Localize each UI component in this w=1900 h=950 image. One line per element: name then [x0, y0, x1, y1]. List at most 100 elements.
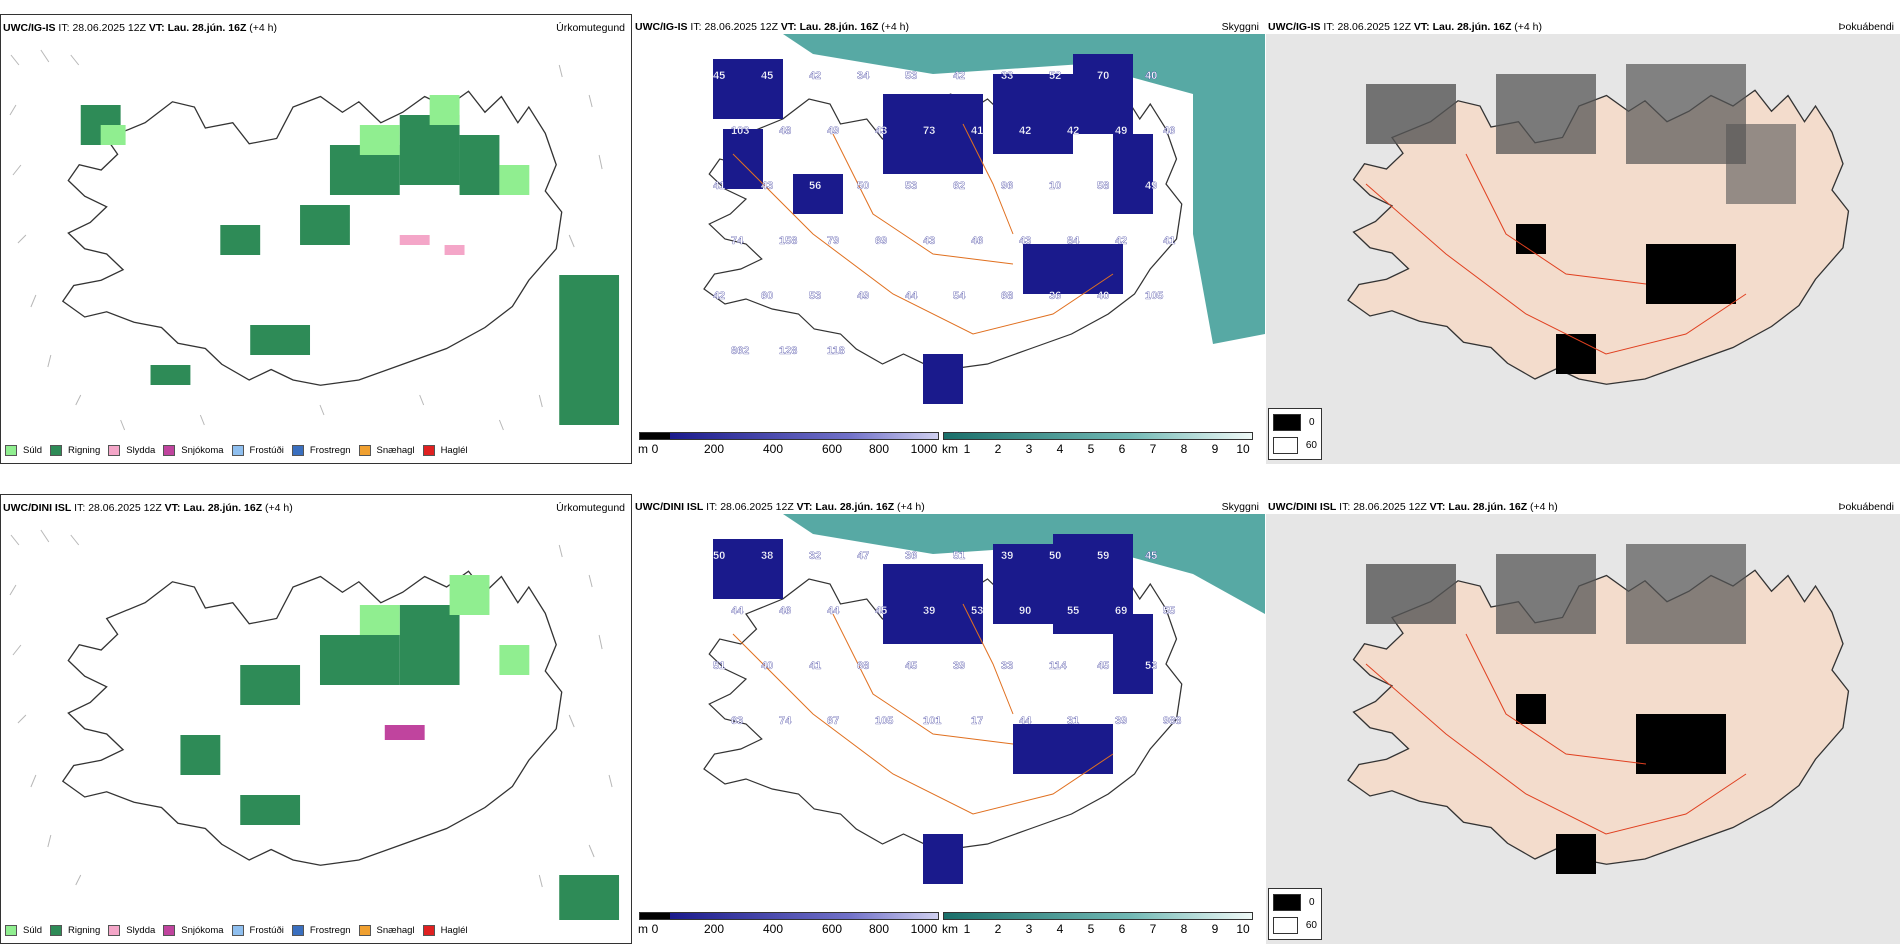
init-time: 28.06.2025 12Z: [1353, 501, 1427, 513]
visibility-value-label: 47: [857, 550, 869, 562]
swatch: [50, 924, 63, 936]
tick: 600: [821, 442, 843, 456]
init-time: 28.06.2025 12Z: [704, 21, 778, 33]
visibility-value-label: 84: [1067, 235, 1080, 247]
visibility-unit: km: [942, 442, 958, 456]
visibility-value-label: 44: [905, 290, 918, 302]
tick: 1: [963, 442, 971, 456]
visibility-scale-bar: [943, 432, 1253, 440]
visibility-value-label: 43: [1019, 235, 1031, 247]
ceiling-scale: m 0 200 400 600 800 1000: [638, 910, 939, 944]
tick: 4: [1056, 442, 1064, 456]
tick: 2: [994, 442, 1002, 456]
visibility-value-label: 44: [827, 605, 840, 617]
legend-item: Haglél: [422, 444, 468, 456]
visibility-value-label: 53: [905, 180, 917, 192]
visibility-panel-row1: UWC/IG-IS IT: 28.06.2025 12Z VT: Lau. 28…: [633, 14, 1265, 464]
visibility-value-label: 74: [779, 715, 792, 727]
visibility-value-label: 45: [1097, 660, 1109, 672]
ceiling-unit: m: [638, 922, 648, 936]
tick: 800: [868, 922, 890, 936]
valid-time-label: VT:: [164, 502, 181, 514]
init-time-label: IT:: [1339, 501, 1351, 513]
visibility-value-label: 49: [1115, 125, 1127, 137]
valid-time: Lau. 28.jún. 16Z: [167, 22, 247, 34]
fog-legend-row: 0: [1273, 892, 1317, 912]
visibility-value-label: 39: [953, 660, 965, 672]
visibility-value-label: 58: [1097, 180, 1109, 192]
visibility-value-label: 105: [875, 715, 893, 727]
visibility-value-label: 50: [713, 550, 725, 562]
precip-legend: Súld Rigning Slydda Snjókoma Frostúði Fr…: [5, 443, 476, 457]
visibility-value-label: 43: [875, 125, 887, 137]
init-time: 28.06.2025 12Z: [88, 502, 162, 514]
legend-label: Rigning: [68, 444, 101, 456]
tick: 800: [868, 442, 890, 456]
visibility-scale: km 1 2 3 4 5 6 7 8 9 10: [942, 430, 1253, 464]
tick: 0: [651, 442, 659, 456]
valid-time: Lau. 28.jún. 16Z: [815, 501, 895, 513]
swatch: [358, 444, 371, 456]
legend-item: Frostúði: [231, 924, 284, 936]
valid-time: Lau. 28.jún. 16Z: [183, 502, 263, 514]
model-name: UWC/DINI ISL: [3, 502, 72, 514]
visibility-value-label: 46: [971, 235, 983, 247]
fog-legend-label: 0: [1309, 416, 1315, 428]
visibility-value-label: 36: [905, 550, 917, 562]
visibility-value-label: 10: [1049, 180, 1061, 192]
valid-time-label: VT:: [148, 22, 165, 34]
init-time-label: IT:: [58, 22, 70, 34]
lead-time: (+4 h): [1514, 21, 1543, 33]
legend-label: Snæhagl: [376, 924, 415, 936]
legend-label: Slydda: [126, 444, 156, 456]
panel-header: UWC/IG-IS IT: 28.06.2025 12Z VT: Lau. 28…: [3, 22, 625, 36]
lead-time: (+4 h): [897, 501, 925, 513]
visibility-value-label: 56: [809, 180, 821, 192]
visibility-value-label: 41: [713, 180, 725, 192]
tick: 400: [762, 922, 784, 936]
panel-title: Skyggni: [1221, 501, 1259, 513]
visibility-value-label: 34: [857, 70, 870, 82]
fog-legend-row: 60: [1273, 435, 1317, 455]
swatch: [358, 924, 371, 936]
visibility-value-label: 862: [731, 345, 749, 357]
visibility-value-label: 32: [809, 550, 821, 562]
visibility-value-label: 42: [953, 70, 965, 82]
visibility-value-label: 60: [761, 290, 773, 302]
visibility-value-label: 49: [857, 290, 869, 302]
visibility-value-label: 38: [761, 550, 773, 562]
fog-legend-row: 0: [1273, 412, 1317, 432]
fog-map: [1266, 34, 1900, 464]
fog-legend-row: 60: [1273, 915, 1317, 935]
tick: 10: [1236, 922, 1250, 936]
legend-label: Snjókoma: [181, 444, 224, 456]
legend-label: Frostúði: [249, 924, 284, 936]
visibility-value-label: 36: [1049, 290, 1061, 302]
tick: 6: [1118, 442, 1126, 456]
visibility-value-label: 33: [1001, 70, 1013, 82]
fog-map-svg: [1266, 34, 1900, 464]
lead-time: (+4 h): [1530, 501, 1558, 513]
visibility-value-label: 41: [1163, 235, 1175, 247]
swatch: [422, 444, 435, 456]
visibility-value-label: 41: [809, 660, 821, 672]
visibility-map: 50 38 32 47 36 51 39 50 59 45 44 46 44 45 39 53 90 55 69 55…: [633, 514, 1265, 909]
valid-time: Lau. 28.jún. 16Z: [1448, 501, 1528, 513]
swatch: [163, 924, 176, 936]
visibility-value-label: 43: [761, 180, 773, 192]
valid-time-label: VT:: [1429, 501, 1446, 513]
visibility-value-label: 39: [1115, 715, 1127, 727]
visibility-value-label: 101: [923, 715, 941, 727]
swatch: [1273, 413, 1301, 431]
fog-legend: 0 60: [1268, 888, 1322, 940]
precip-map-svg: [9, 49, 620, 431]
tick: 7: [1149, 922, 1157, 936]
precip-map: [1, 35, 631, 440]
visibility-value-label: 118: [827, 345, 845, 357]
panel-header: UWC/DINI ISL IT: 28.06.2025 12Z VT: Lau.…: [1268, 501, 1894, 515]
visibility-value-label: 55: [1163, 605, 1175, 617]
legend-item: Slydda: [108, 924, 155, 936]
swatch: [422, 924, 435, 936]
visibility-value-label: 68: [1001, 290, 1013, 302]
visibility-value-label: 39: [1001, 550, 1013, 562]
